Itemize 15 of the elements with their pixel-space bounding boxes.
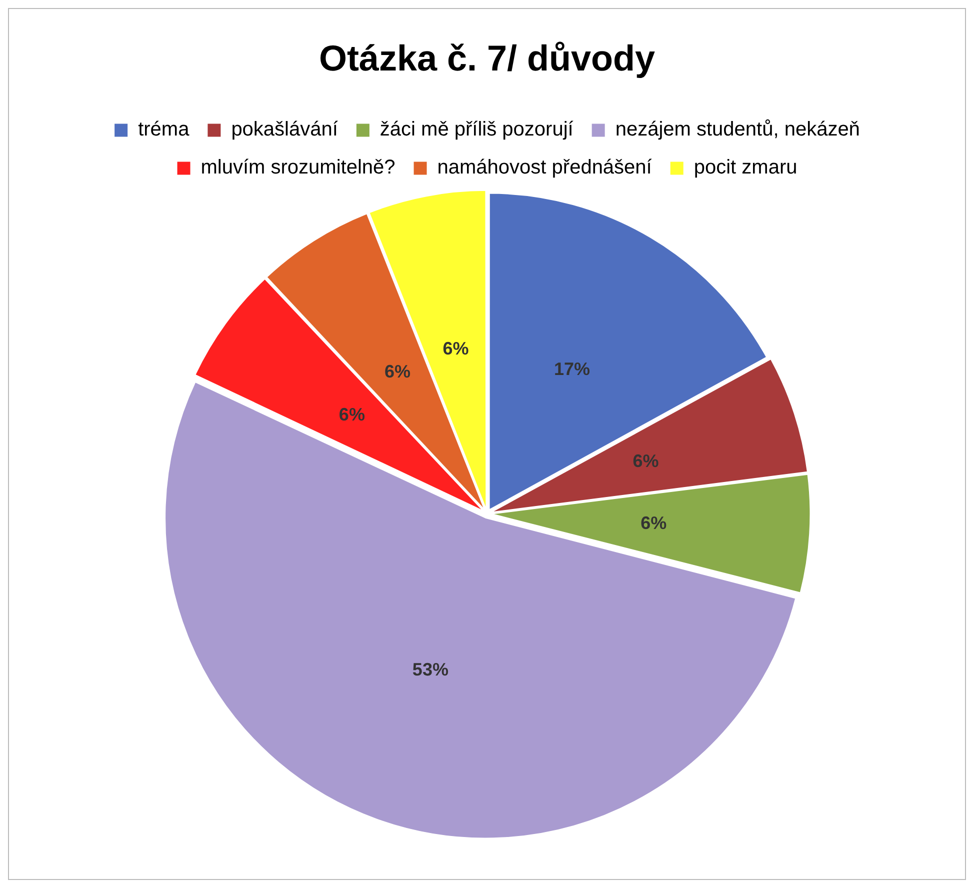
data-label: 6% <box>384 362 411 382</box>
legend-label: mluvím srozumitelně? <box>200 156 396 179</box>
legend-label: pocit zmaru <box>694 156 798 179</box>
data-label: 53% <box>412 660 448 680</box>
legend-label: namáhovost přednášení <box>437 156 652 179</box>
legend-label: tréma <box>138 118 190 141</box>
data-label: 6% <box>338 404 365 424</box>
legend-label: nezájem studentů, nekázeň <box>615 118 860 141</box>
chart-title: Otázka č. 7/ důvody <box>318 38 656 79</box>
data-label: 6% <box>640 513 667 534</box>
data-label: 17% <box>554 358 590 379</box>
data-label: 6% <box>632 450 659 471</box>
data-label: 6% <box>442 338 469 359</box>
legend-label: pokašlávání <box>231 118 338 141</box>
legend-label: žáci mě příliš pozorují <box>380 118 574 141</box>
